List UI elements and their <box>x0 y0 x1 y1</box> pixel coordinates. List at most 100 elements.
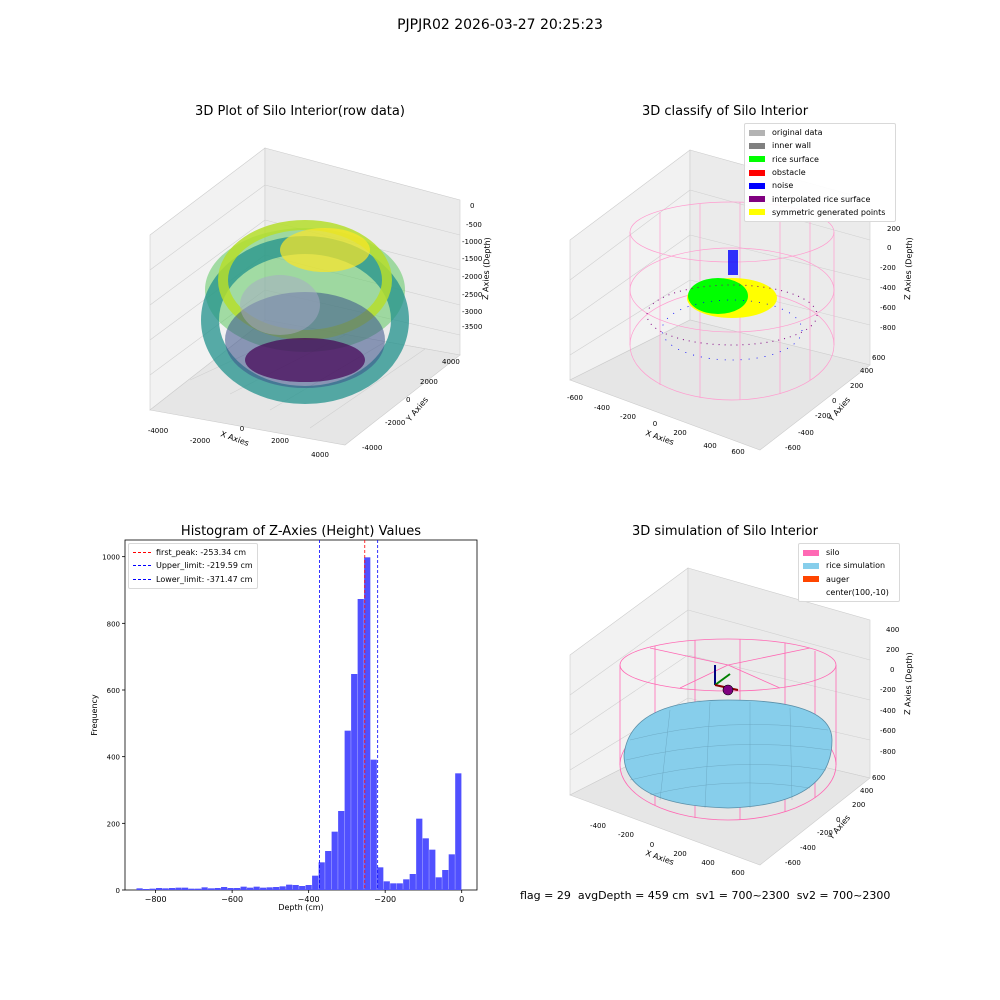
classify-xtick: 600 <box>731 448 744 456</box>
simulation-ztick: 200 <box>886 646 899 654</box>
legend-label: symmetric generated points <box>772 207 886 217</box>
figure-suptitle: PJPJR02 2026-03-27 20:25:23 <box>397 17 603 33</box>
histogram-bar <box>149 888 156 890</box>
histogram-bar <box>208 888 215 890</box>
raw-ztick: -500 <box>466 221 482 229</box>
legend-swatch <box>803 562 819 569</box>
classify-ytick: -400 <box>798 429 814 437</box>
simulation-legend: silo rice simulation auger center(100,-1… <box>798 543 900 603</box>
classify-plot-title: 3D classify of Silo Interior <box>641 104 809 119</box>
simulation-ytick: -600 <box>785 859 801 867</box>
simulation-ztick: 0 <box>890 666 894 674</box>
histogram-bar <box>273 887 280 890</box>
legend-line <box>133 552 151 554</box>
histogram-bar <box>318 862 325 890</box>
histogram-bar <box>305 885 312 890</box>
histogram-title: Histogram of Z-Axies (Height) Values <box>180 524 422 539</box>
simulation-xlabel: X Axies <box>644 848 675 867</box>
histogram-bar <box>364 557 371 890</box>
histogram-bar <box>403 879 410 890</box>
histogram-bar <box>292 885 299 890</box>
legend-entry: original data <box>749 126 891 139</box>
legend-label: Lower_limit: -371.47 cm <box>156 574 253 584</box>
raw-xtick: -4000 <box>148 427 168 435</box>
simulation-xtick: 600 <box>731 869 744 877</box>
classify-xtick: -400 <box>594 404 610 412</box>
legend-label: center(100,-10) <box>826 588 889 598</box>
legend-entry: noise <box>749 179 891 192</box>
histogram-bar <box>286 884 293 890</box>
histogram-bar <box>234 888 241 890</box>
raw-ztick: -3500 <box>462 323 482 331</box>
classify-xtick: 0 <box>653 420 657 428</box>
histogram-bar <box>299 886 306 890</box>
legend-entry: inner wall <box>749 139 891 152</box>
classify-floor-pane <box>569 319 871 451</box>
classify-zlabel: Z Axies (Depth) <box>903 237 914 300</box>
classify-xtick: 200 <box>673 429 686 437</box>
histogram-plot-area <box>124 539 478 891</box>
legend-entry: Upper_limit: -219.59 cm <box>133 559 253 572</box>
simulation-ytick: -200 <box>817 829 833 837</box>
legend-label: first_peak: -253.34 cm <box>156 548 247 558</box>
histogram-bar <box>312 875 319 890</box>
simulation-xtick: 0 <box>650 841 654 849</box>
legend-entry: interpolated rice surface <box>749 192 891 205</box>
classify-xtick: -600 <box>567 394 583 402</box>
legend-entry: auger <box>803 573 895 586</box>
raw-point-cloud <box>201 220 409 404</box>
legend-swatch <box>749 209 765 216</box>
histogram-bar <box>247 887 254 890</box>
legend-label: silo <box>826 548 840 558</box>
histogram-bar <box>162 888 169 890</box>
classify-ztick: 200 <box>887 225 900 233</box>
raw-ytick: 0 <box>406 396 410 404</box>
legend-label: original data <box>772 128 823 138</box>
histogram-ytick-label: 1000 <box>102 554 120 562</box>
histogram-bar <box>188 888 195 890</box>
simulation-ytick: 0 <box>836 816 840 824</box>
simulation-plot-title: 3D simulation of Silo Interior <box>632 524 818 539</box>
classify-ztick: 0 <box>887 244 891 252</box>
raw-zlabel: Z Axies (Depth) <box>481 237 492 300</box>
classify-ztick: -400 <box>880 284 896 292</box>
histogram-bar <box>325 851 332 890</box>
classify-rice-surface <box>646 250 818 361</box>
simulation-ytick: -400 <box>800 844 816 852</box>
simulation-ytick: 600 <box>872 774 885 782</box>
legend-swatch <box>749 129 765 136</box>
classify-ylabel: Y Axies <box>826 395 852 424</box>
histogram-bar <box>331 831 338 890</box>
histogram-bar <box>221 887 228 890</box>
classify-ztick: -200 <box>880 264 896 272</box>
histogram-bar <box>240 886 247 890</box>
histogram-bar <box>409 874 416 890</box>
legend-swatch <box>803 576 819 583</box>
legend-entry: silo <box>803 546 895 559</box>
histogram-bar <box>201 887 208 890</box>
simulation-auger <box>714 665 739 696</box>
histogram-bar <box>455 773 462 890</box>
histogram-bar <box>416 818 423 890</box>
histogram-bar <box>227 888 234 890</box>
histogram-ytick-label: 0 <box>116 887 120 895</box>
histogram-bar <box>435 877 442 890</box>
histogram-bar <box>338 811 345 890</box>
legend-label: Upper_limit: -219.59 cm <box>156 561 253 571</box>
histogram-bar <box>442 870 449 890</box>
raw-plot-title: 3D Plot of Silo Interior(row data) <box>195 104 405 119</box>
legend-entry: obstacle <box>749 166 891 179</box>
histogram-bar <box>429 849 436 890</box>
histogram-ylabel: Frequency <box>90 694 99 736</box>
classify-ztick: -800 <box>880 324 896 332</box>
simulation-3d-plot: -400 -200 0 200 400 600 -600 -400 -200 0… <box>569 567 914 877</box>
histogram-bar <box>422 838 429 890</box>
histogram-xtick-label: −800 <box>145 895 167 904</box>
legend-line <box>133 578 151 580</box>
raw-ytick: -4000 <box>362 444 382 452</box>
histogram-bar <box>383 881 390 890</box>
histogram-ytick-label: 400 <box>107 754 120 762</box>
status-footer: flag = 29 avgDepth = 459 cm sv1 = 700~23… <box>520 889 891 902</box>
raw-xtick: 4000 <box>311 451 329 459</box>
classify-ytick: 200 <box>850 382 863 390</box>
